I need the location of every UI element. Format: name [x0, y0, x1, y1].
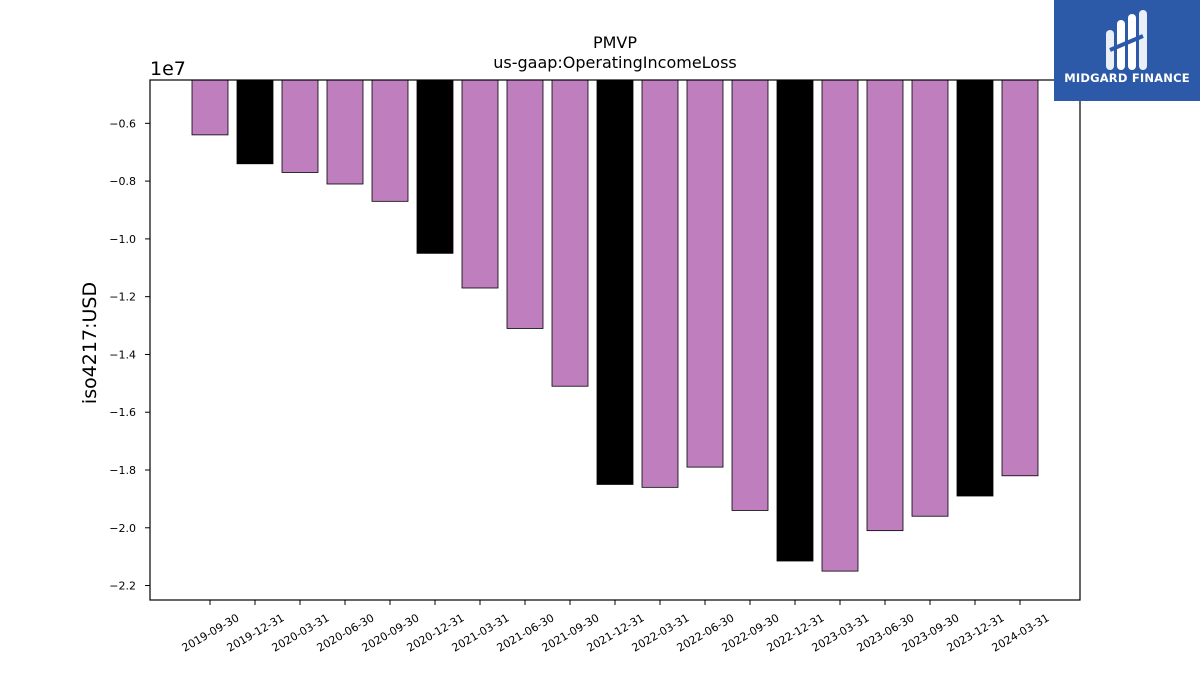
bar-2020-12-31 — [416, 79, 454, 254]
y-axis-label: iso4217:USD — [79, 282, 101, 404]
bar-2023-06-30 — [866, 79, 904, 532]
y-offset-label: 1e7 — [150, 58, 186, 80]
bar-2021-12-31 — [596, 79, 634, 485]
chart-title: PMVP — [593, 33, 637, 52]
midgard-logo-icon — [1106, 10, 1147, 70]
bars-group — [191, 79, 1039, 572]
bar-2023-03-31 — [821, 79, 859, 572]
bar-2022-03-31 — [641, 79, 679, 488]
bar-2020-06-30 — [326, 79, 364, 185]
y-tick-label: −1.4 — [109, 348, 136, 361]
y-tick-label: −1.0 — [109, 233, 136, 246]
chart-subtitle: us-gaap:OperatingIncomeLoss — [493, 53, 737, 72]
brand-name: MIDGARD FINANCE — [1064, 71, 1190, 85]
bar-2022-12-31 — [776, 79, 814, 562]
bar-2022-09-30 — [731, 79, 769, 511]
bar-2023-09-30 — [911, 79, 949, 517]
y-ticks-group: −0.6 −0.8 −1.0 −1.2 −1.4 −1.6 −1.8 −2.0 −2.2 — [109, 117, 150, 593]
y-tick-label: −0.6 — [109, 117, 136, 130]
y-tick-label: −1.8 — [109, 464, 136, 477]
bar-2024-03-31 — [1001, 79, 1039, 477]
bar-2020-09-30 — [371, 79, 409, 202]
bar-2020-03-31 — [281, 79, 319, 173]
plot-frame — [149, 79, 1081, 601]
y-tick-label: −2.2 — [109, 580, 136, 593]
bar-2023-12-31 — [956, 79, 994, 497]
y-tick-label: −2.0 — [109, 522, 136, 535]
bar-2021-06-30 — [506, 79, 544, 329]
bar-2021-09-30 — [551, 79, 589, 387]
x-ticks-group: 2019-09-302019-12-312020-03-312020-06-30… — [180, 600, 1052, 655]
bar-2021-03-31 — [461, 79, 499, 289]
y-tick-label: −1.2 — [109, 291, 136, 304]
bar-2019-12-31 — [236, 79, 274, 165]
bar-2019-09-30 — [191, 79, 229, 136]
brand-logo: MIDGARD FINANCE — [1054, 0, 1200, 101]
bar-2022-06-30 — [686, 79, 724, 468]
y-tick-label: −1.6 — [109, 406, 136, 419]
y-tick-label: −0.8 — [109, 175, 136, 188]
